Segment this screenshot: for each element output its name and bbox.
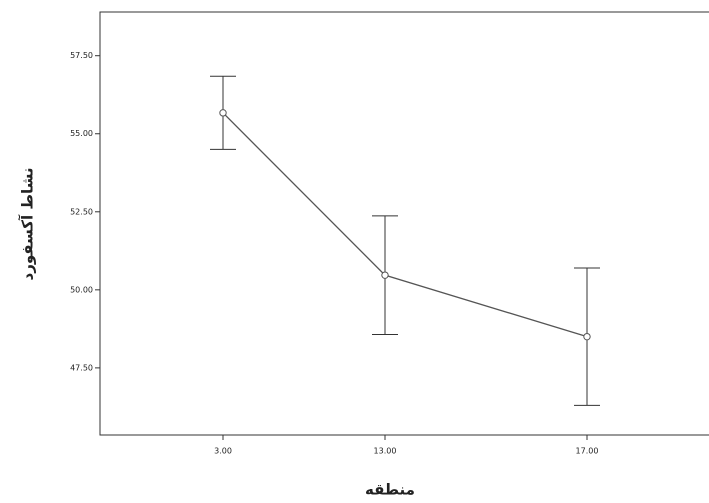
y-tick-label: 52.50 xyxy=(70,207,93,216)
line xyxy=(222,112,588,338)
y-axis-title: نشاط آکسفورد xyxy=(19,168,37,281)
plot-frame xyxy=(99,11,709,436)
point xyxy=(381,271,389,279)
y-tick-label: 47.50 xyxy=(70,363,93,372)
y-tick-label: 55.00 xyxy=(70,129,93,138)
point xyxy=(219,109,227,117)
point xyxy=(583,332,591,341)
y-tick-label: 50.00 xyxy=(70,285,93,294)
x-tick-label: 13.00 xyxy=(374,447,397,456)
x-axis-title: منطقه xyxy=(365,481,415,499)
x-tick-label: 17.00 xyxy=(576,447,599,456)
y-tick-label: 57.50 xyxy=(70,51,93,60)
x-tick-label: 3.00 xyxy=(214,447,232,456)
